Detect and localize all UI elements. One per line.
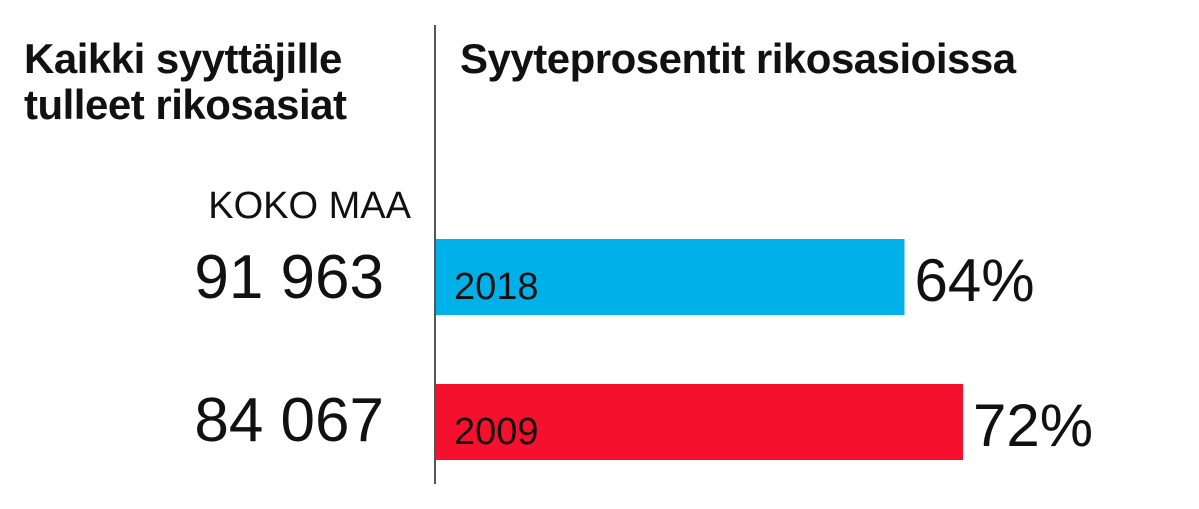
total-2009: 84 067 (194, 386, 384, 455)
bar-2009 (436, 384, 964, 460)
bar-category-label: 2018 (454, 266, 539, 308)
left-title: Kaikki syyttäjille tulleet rikosasiat (24, 35, 347, 128)
bar-category-label: 2009 (454, 411, 539, 453)
total-2018: 91 963 (194, 243, 384, 312)
chart-title: Syyteprosentit rikosasioissa (460, 35, 1016, 82)
bar-value-label: 72% (973, 392, 1093, 459)
bar-value-label: 64% (914, 247, 1034, 314)
region-label: KOKO MAA (208, 185, 411, 227)
bar-2018 (436, 239, 905, 315)
